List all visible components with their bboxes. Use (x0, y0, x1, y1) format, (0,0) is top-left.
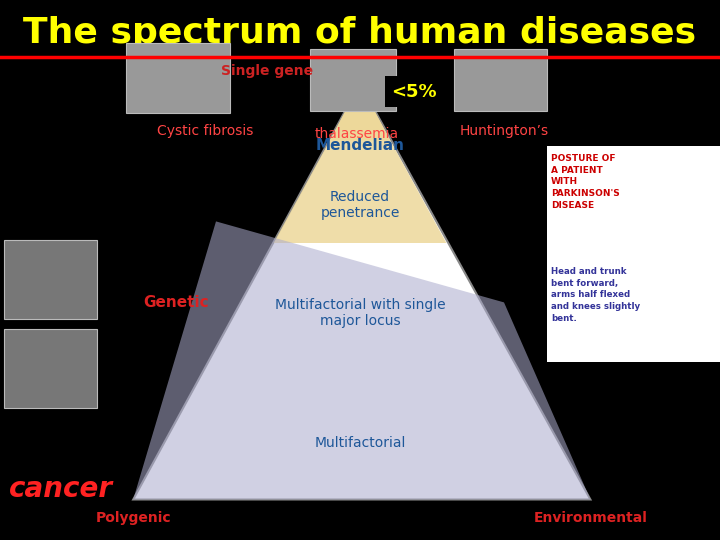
Bar (547, 146, 720, 362)
Text: Head and trunk
bent forward,
arms half flexed
and knees slightly
bent.: Head and trunk bent forward, arms half f… (551, 267, 640, 323)
Text: Genetic: Genetic (143, 295, 210, 310)
Text: The spectrum of human diseases: The spectrum of human diseases (24, 16, 696, 50)
Bar (4, 329, 97, 408)
Text: Single gene: Single gene (221, 64, 313, 78)
Polygon shape (330, 84, 390, 140)
Text: cancer: cancer (9, 475, 113, 503)
Polygon shape (133, 221, 590, 500)
Polygon shape (133, 84, 590, 500)
Bar (454, 49, 547, 111)
Text: Mendelian: Mendelian (315, 138, 405, 153)
Bar (126, 43, 230, 113)
Text: Polygenic: Polygenic (95, 511, 171, 525)
Text: <5%: <5% (391, 83, 437, 101)
Text: Multifactorial with single
major locus: Multifactorial with single major locus (275, 298, 445, 328)
Polygon shape (274, 84, 446, 243)
Text: POSTURE OF
A PATIENT
WITH
PARKINSON'S
DISEASE: POSTURE OF A PATIENT WITH PARKINSON'S DI… (551, 154, 619, 210)
Text: Environmental: Environmental (534, 511, 647, 525)
Bar (310, 49, 396, 111)
Text: Huntington’s: Huntington’s (459, 124, 549, 138)
Bar (4, 240, 97, 319)
Text: Multifactorial: Multifactorial (315, 436, 405, 450)
Text: Reduced
penetrance: Reduced penetrance (320, 190, 400, 220)
Text: Cystic fibrosis: Cystic fibrosis (157, 124, 253, 138)
Text: thalassemia: thalassemia (315, 127, 398, 141)
